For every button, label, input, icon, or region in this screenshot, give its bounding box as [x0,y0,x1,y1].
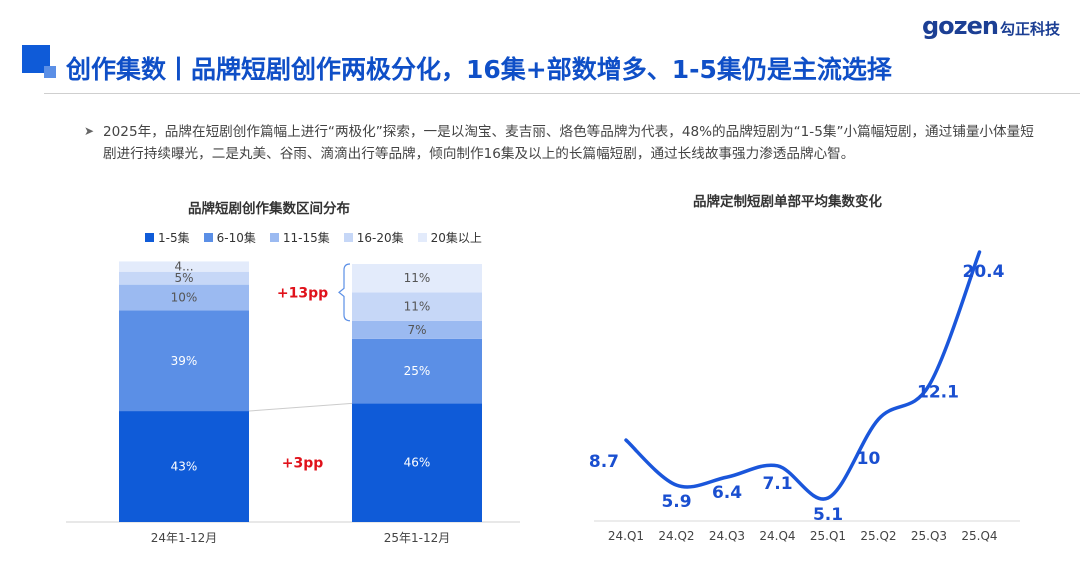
legend-label: 1-5集 [158,231,190,245]
data-label: 8.7 [589,452,619,472]
title-accent-small-square [44,66,56,78]
data-label: 6.4 [712,483,742,503]
legend-label: 11-15集 [282,231,330,245]
bar-segment-label: 11% [404,300,431,314]
legend-label: 6-10集 [216,231,256,245]
data-label: 10 [857,449,881,469]
legend-item: 11-15集 [269,229,330,246]
summary-paragraph: 2025年，品牌在短剧创作篇幅上进行“两极化”探索，一是以淘宝、麦吉丽、烙色等品… [103,124,1034,162]
x-tick-label: 25.Q2 [860,529,896,543]
legend-swatch [343,233,353,242]
legend-item: 16-20集 [343,229,404,246]
legend-item: 1-5集 [145,229,190,246]
bar-segment [119,261,249,272]
bar-chart-title: 品牌短剧创作集数区间分布 [188,201,350,217]
data-label: 12.1 [917,382,959,402]
line-chart-title: 品牌定制短剧单部平均集数变化 [693,194,882,210]
page-title: 创作集数丨品牌短剧创作两极分化，16集+部数增多、1-5集仍是主流选择 [66,55,892,84]
line-chart: 8.7 5.9 6.4 7.1 5.1 10 12.1 20.4 24.Q1 24.Q2 24.Q3… [589,250,1020,543]
bar-segment-label: 5% [174,271,193,285]
legend-item: 20集以上 [417,229,482,246]
bar-segment-label: 4... [174,260,193,274]
x-tick-label: 24.Q1 [608,529,644,543]
legend-label: 20集以上 [430,231,482,245]
x-tick-label: 25年1-12月 [384,531,451,545]
x-tick-label: 25.Q4 [961,529,997,543]
brand-logo: gozen 勾正科技 [922,12,1060,40]
x-tick-label: 24.Q4 [759,529,795,543]
x-tick-label: 25.Q3 [911,529,947,543]
legend-item: 6-10集 [203,229,256,246]
data-label: 7.1 [762,474,792,494]
bar-segment [352,320,482,339]
change-annotation-1-5: +3pp [282,456,324,472]
bar-chart-legend: 1-5集 6-10集 11-15集 16-20集 20集以上 [145,229,482,246]
bar-segment-label: 43% [171,460,198,474]
data-label: 5.9 [661,492,691,512]
bar-segment [119,411,249,522]
bar-segment-label: 10% [171,291,198,305]
data-label: 5.1 [813,505,843,525]
change-annotation-16plus: +13pp [277,285,328,301]
chevron-right-icon: ➤ [84,124,95,138]
bar-segment [352,403,482,522]
bar-segment-label: 39% [171,354,198,368]
legend-swatch [417,233,427,242]
series-line [624,250,982,501]
logo-chinese-name: 勾正科技 [999,20,1060,38]
bar-segment-label: 11% [404,271,431,285]
bar-segment [119,284,249,311]
x-tick-label: 24年1-12月 [151,531,218,545]
bar-segment-label: 46% [404,456,431,470]
bar-segment [352,338,482,404]
legend-swatch [203,233,213,242]
bar-segment [352,264,482,293]
bar-segment [352,292,482,321]
bar-segment [119,271,249,285]
logo-wordmark: gozen [921,12,999,40]
bar-segment-label: 7% [407,323,426,337]
stacked-bar-chart: 43% 39% 10% 5%4... 24年1-12月 46% 25% 7% 11% 11% 25年… [66,260,520,545]
x-tick-label: 25.Q1 [810,529,846,543]
legend-swatch [269,233,279,242]
title-divider [44,93,1080,94]
bar-segment [119,310,249,412]
bar-connector-line [248,402,353,412]
legend-label: 16-20集 [356,231,404,245]
x-tick-label: 24.Q2 [658,529,694,543]
legend-swatch [145,233,154,242]
bracket-16plus [338,263,351,322]
data-label: 20.4 [963,262,1005,282]
x-tick-label: 24.Q3 [709,529,745,543]
bar-segment-label: 25% [404,364,431,378]
